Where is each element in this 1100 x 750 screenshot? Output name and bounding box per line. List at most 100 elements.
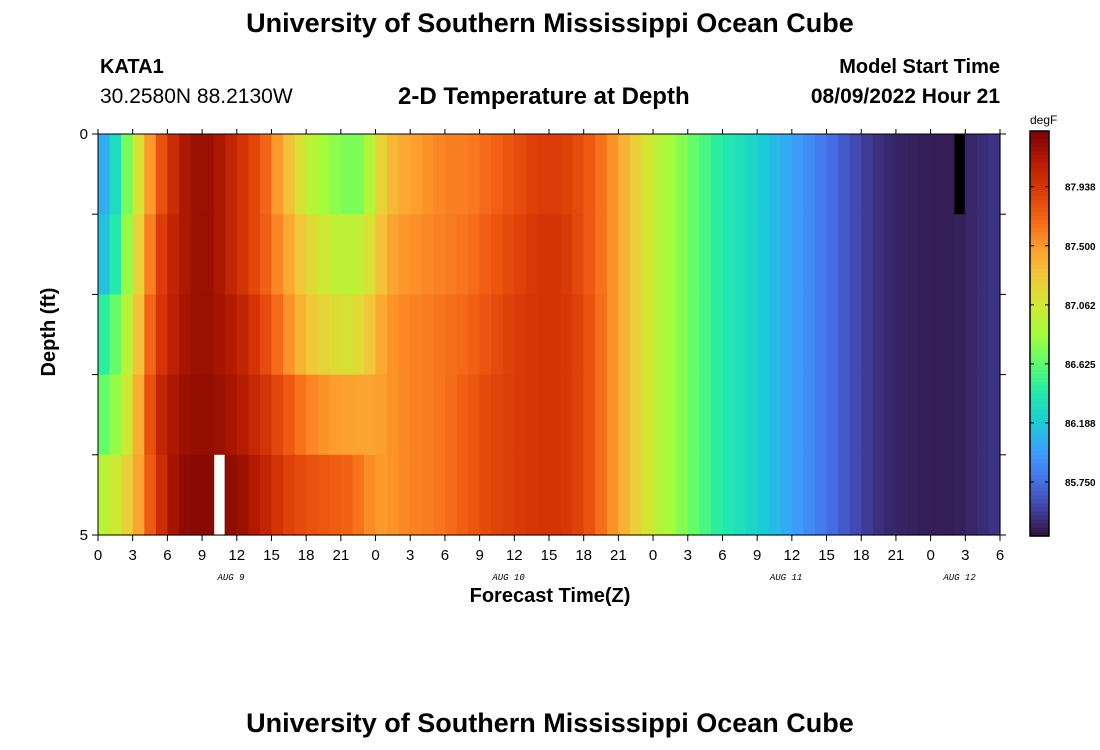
heatmap-cell [121,294,134,376]
colorbar-segment [1030,531,1049,537]
heatmap-cell [283,454,296,536]
heatmap-cell [502,134,515,215]
colorbar-segment [1030,382,1049,387]
heatmap-cell [109,134,122,215]
colorbar-segment [1030,357,1049,363]
heatmap-cell [942,374,955,456]
heatmap-cell [225,374,238,456]
heatmap-cell [468,294,481,376]
heatmap-cell [814,454,828,536]
heatmap-cell [814,214,828,295]
heatmap-cell [363,134,377,215]
heatmap-cell [271,134,284,215]
colorbar-segment [1030,369,1049,375]
heatmap-cell [121,374,134,456]
heatmap-cell [329,214,342,295]
colorbar-segment [1030,398,1049,403]
x-day-label: AUG 12 [942,573,976,583]
heatmap-cell [537,214,550,295]
heatmap-cell [549,214,562,295]
colorbar-segment [1030,163,1049,169]
heatmap-cell [676,374,689,456]
heatmap-cell [109,374,122,456]
heatmap-cell [132,134,145,215]
heatmap-cell [352,454,365,536]
colorbar-segment [1030,155,1049,160]
colorbar-segment [1030,394,1049,399]
heatmap-cell [606,454,619,536]
heatmap-cell [791,374,805,456]
heatmap-cell [641,454,654,536]
colorbar-segment [1030,378,1049,383]
heatmap-cell [722,134,735,215]
heatmap-cell [167,454,180,536]
heatmap-cell [502,454,515,536]
heatmap-cell [953,214,966,295]
heatmap-cell [352,294,365,376]
heatmap-cell [641,294,654,376]
heatmap-cell [375,134,388,215]
heatmap-cell [745,374,758,456]
heatmap-cell [664,134,677,215]
colorbar-segment [1030,191,1049,197]
x-tick-label: 18 [575,547,592,564]
heatmap-cell [144,454,157,536]
heatmap-cell [144,134,157,215]
colorbar-segment [1030,171,1049,177]
heatmap-cell [375,214,388,295]
heatmap-cell [664,454,677,536]
x-tick-label: 21 [610,547,627,564]
heatmap-cell [676,214,689,295]
heatmap-cell [895,214,909,295]
heatmap-cell [190,374,203,456]
heatmap-cell [930,134,943,215]
heatmap-cell [722,374,735,456]
heatmap-cell [248,374,261,456]
x-tick-label: 0 [371,547,379,564]
heatmap-cell [965,134,978,215]
heatmap-cell [468,374,481,456]
heatmap-cell [803,134,816,215]
heatmap-cell [606,214,619,295]
colorbar-segment [1030,309,1049,314]
heatmap-cell [525,374,539,456]
x-tick-label: 21 [888,547,905,564]
colorbar-tick-label: 87.500 [1065,242,1096,253]
heatmap-cell [803,294,816,376]
heatmap-cell [780,294,793,376]
heatmap-cell [965,294,978,376]
heatmap-cell [583,294,596,376]
colorbar-segment [1030,523,1049,529]
heatmap-cell [664,294,677,376]
heatmap-cell [618,294,631,376]
heatmap-cell [641,214,654,295]
heatmap-cell [155,214,168,295]
heatmap-cell [699,134,712,215]
heatmap-cell [687,294,700,376]
heatmap-cell [479,294,492,376]
heatmap-cell [109,214,122,295]
heatmap-cell [976,134,990,215]
colorbar-segment [1030,337,1049,343]
heatmap-cell [444,454,458,536]
heatmap-cell [363,294,377,376]
heatmap-cell [930,454,943,536]
heatmap-cell [745,454,758,536]
heatmap-cell [710,214,724,295]
heatmap-cell [259,134,273,215]
colorbar-segment [1030,414,1049,420]
heatmap-cell [988,134,1001,215]
heatmap-cell [317,134,330,215]
heatmap-cell [629,134,643,215]
heatmap-cell [306,454,319,536]
heatmap-cell [502,214,515,295]
heatmap-cell [433,134,446,215]
heatmap-cell [942,454,955,536]
colorbar-segment [1030,325,1049,331]
x-tick-label: 6 [718,547,726,564]
heatmap-cell [468,214,481,295]
heatmap-cell [387,454,400,536]
heatmap-cell [710,454,724,536]
colorbar-segment [1030,495,1049,501]
heatmap-cell [907,134,920,215]
